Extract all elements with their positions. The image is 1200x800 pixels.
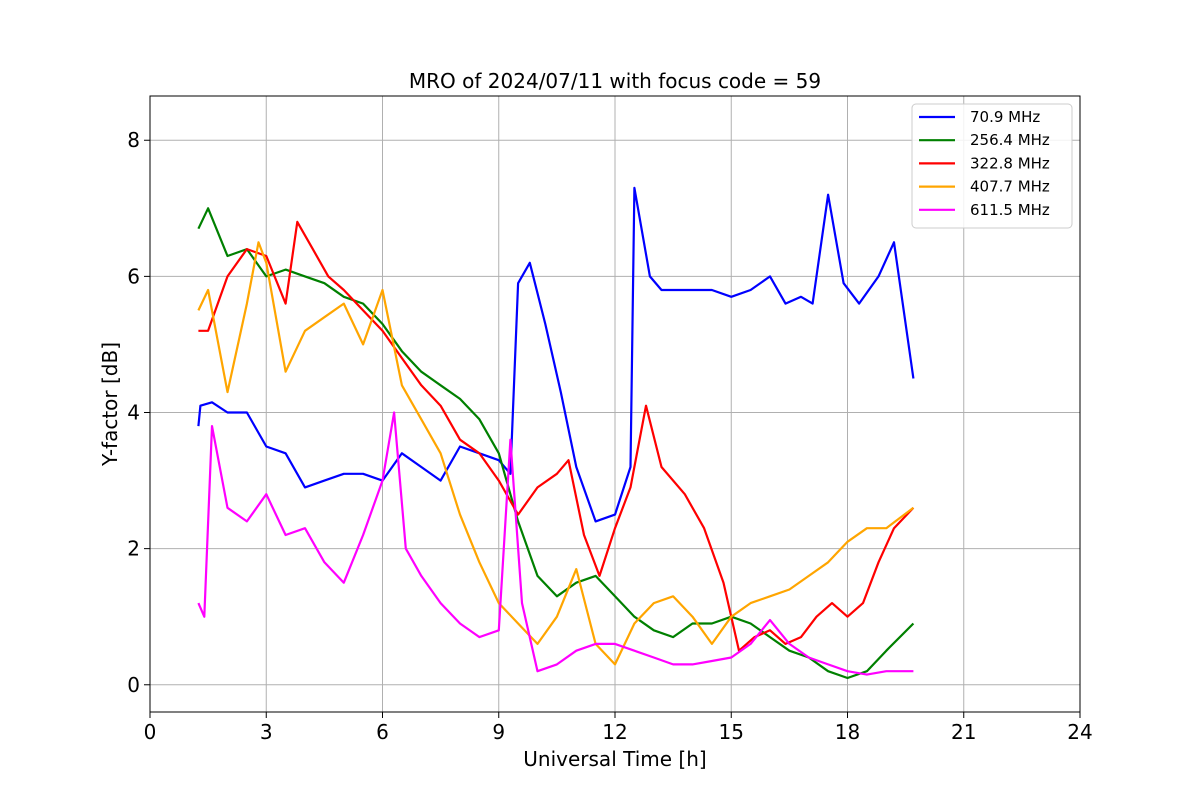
x-axis-label: Universal Time [h] <box>523 747 706 771</box>
legend-label: 611.5 MHz <box>970 201 1050 219</box>
y-tick-label: 0 <box>127 673 140 697</box>
x-tick-label: 15 <box>719 720 744 744</box>
y-tick-label: 2 <box>127 537 140 561</box>
series-line-4 <box>197 411 914 676</box>
series-line-0 <box>197 186 915 523</box>
x-tick-label: 21 <box>951 720 976 744</box>
legend-label: 70.9 MHz <box>970 108 1040 126</box>
x-tick-label: 12 <box>602 720 627 744</box>
legend-label: 322.8 MHz <box>970 154 1050 172</box>
legend-box <box>911 103 1073 229</box>
x-tick-label: 9 <box>492 720 505 744</box>
x-tick-label: 18 <box>835 720 860 744</box>
chart-title: MRO of 2024/07/11 with focus code = 59 <box>409 69 821 93</box>
legend: 70.9 MHz 256.4 MHz 322.8 MHz 407.7 MHz 611.5… <box>911 103 1073 229</box>
series-line-3 <box>197 241 915 666</box>
series-line-2 <box>198 220 915 652</box>
y-tick-label: 6 <box>127 264 140 288</box>
x-tick-label: 0 <box>144 720 157 744</box>
y-tick-label: 8 <box>127 128 140 152</box>
legend-label: 256.4 MHz <box>970 131 1050 149</box>
x-tick-label: 24 <box>1067 720 1092 744</box>
legend-label: 407.7 MHz <box>970 178 1050 196</box>
y-axis-label: Y-factor [dB] <box>98 342 122 467</box>
x-tick-label: 3 <box>260 720 273 744</box>
series-line-1 <box>197 207 915 680</box>
y-tick-label: 4 <box>127 401 140 425</box>
x-tick-label: 6 <box>376 720 389 744</box>
series-layer <box>197 186 915 680</box>
